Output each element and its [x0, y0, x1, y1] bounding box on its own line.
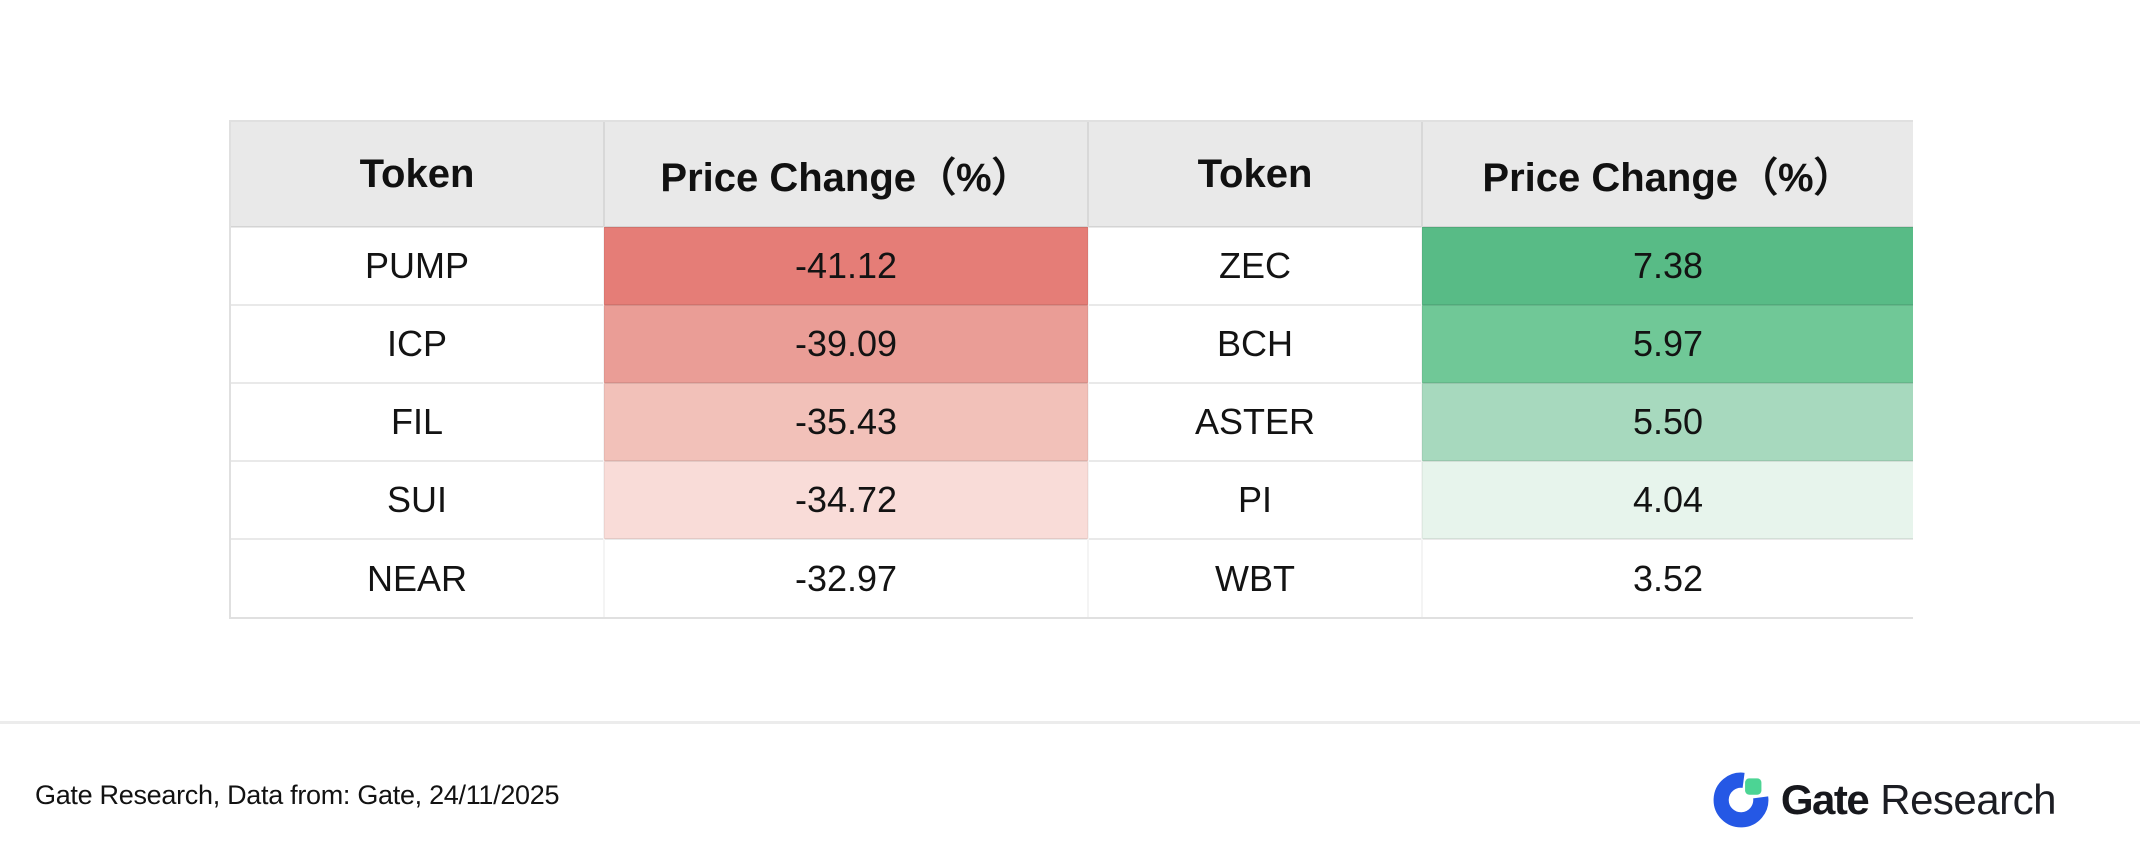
change-cell: -41.12	[603, 226, 1088, 305]
table-row: PUMP -41.12 ZEC 7.38	[231, 226, 1913, 305]
price-change-table: Token Price Change（%） Token Price Change…	[229, 120, 1913, 619]
token-cell: PUMP	[231, 226, 604, 305]
token-cell: SUI	[231, 460, 604, 539]
token-cell: WBT	[1087, 538, 1422, 617]
gate-research-logo: Gate Research	[1713, 769, 2056, 831]
footer-divider	[0, 721, 2140, 724]
change-cell: 7.38	[1421, 226, 1913, 305]
change-cell: -32.97	[603, 538, 1088, 617]
header-change-right: Price Change（%）	[1421, 122, 1913, 227]
table-row: SUI -34.72 PI 4.04	[231, 460, 1913, 539]
price-table: Token Price Change（%） Token Price Change…	[231, 122, 1913, 617]
token-cell: ICP	[231, 304, 604, 383]
token-cell: FIL	[231, 382, 604, 461]
header-token-left: Token	[231, 122, 604, 227]
token-cell: BCH	[1087, 304, 1422, 383]
change-cell: 4.04	[1421, 460, 1913, 539]
token-cell: NEAR	[231, 538, 604, 617]
header-change-left: Price Change（%）	[603, 122, 1088, 227]
change-cell: -35.43	[603, 382, 1088, 461]
change-cell: 5.50	[1421, 382, 1913, 461]
table-row: NEAR -32.97 WBT 3.52	[231, 538, 1913, 617]
source-attribution: Gate Research, Data from: Gate, 24/11/20…	[35, 780, 560, 810]
token-cell: PI	[1087, 460, 1422, 539]
gate-logo-icon	[1713, 772, 1769, 828]
logo-brand-text: Gate	[1780, 776, 1870, 823]
token-cell: ZEC	[1087, 226, 1422, 305]
header-token-right: Token	[1087, 122, 1422, 227]
change-cell: 3.52	[1421, 538, 1913, 617]
token-cell: ASTER	[1087, 382, 1422, 461]
logo-suffix-text: Research	[1880, 776, 2056, 823]
change-cell: -34.72	[603, 460, 1088, 539]
table-row: FIL -35.43 ASTER 5.50	[231, 382, 1913, 461]
header-row: Token Price Change（%） Token Price Change…	[231, 122, 1913, 227]
table-row: ICP -39.09 BCH 5.97	[231, 304, 1913, 383]
change-cell: 5.97	[1421, 304, 1913, 383]
change-cell: -39.09	[603, 304, 1088, 383]
